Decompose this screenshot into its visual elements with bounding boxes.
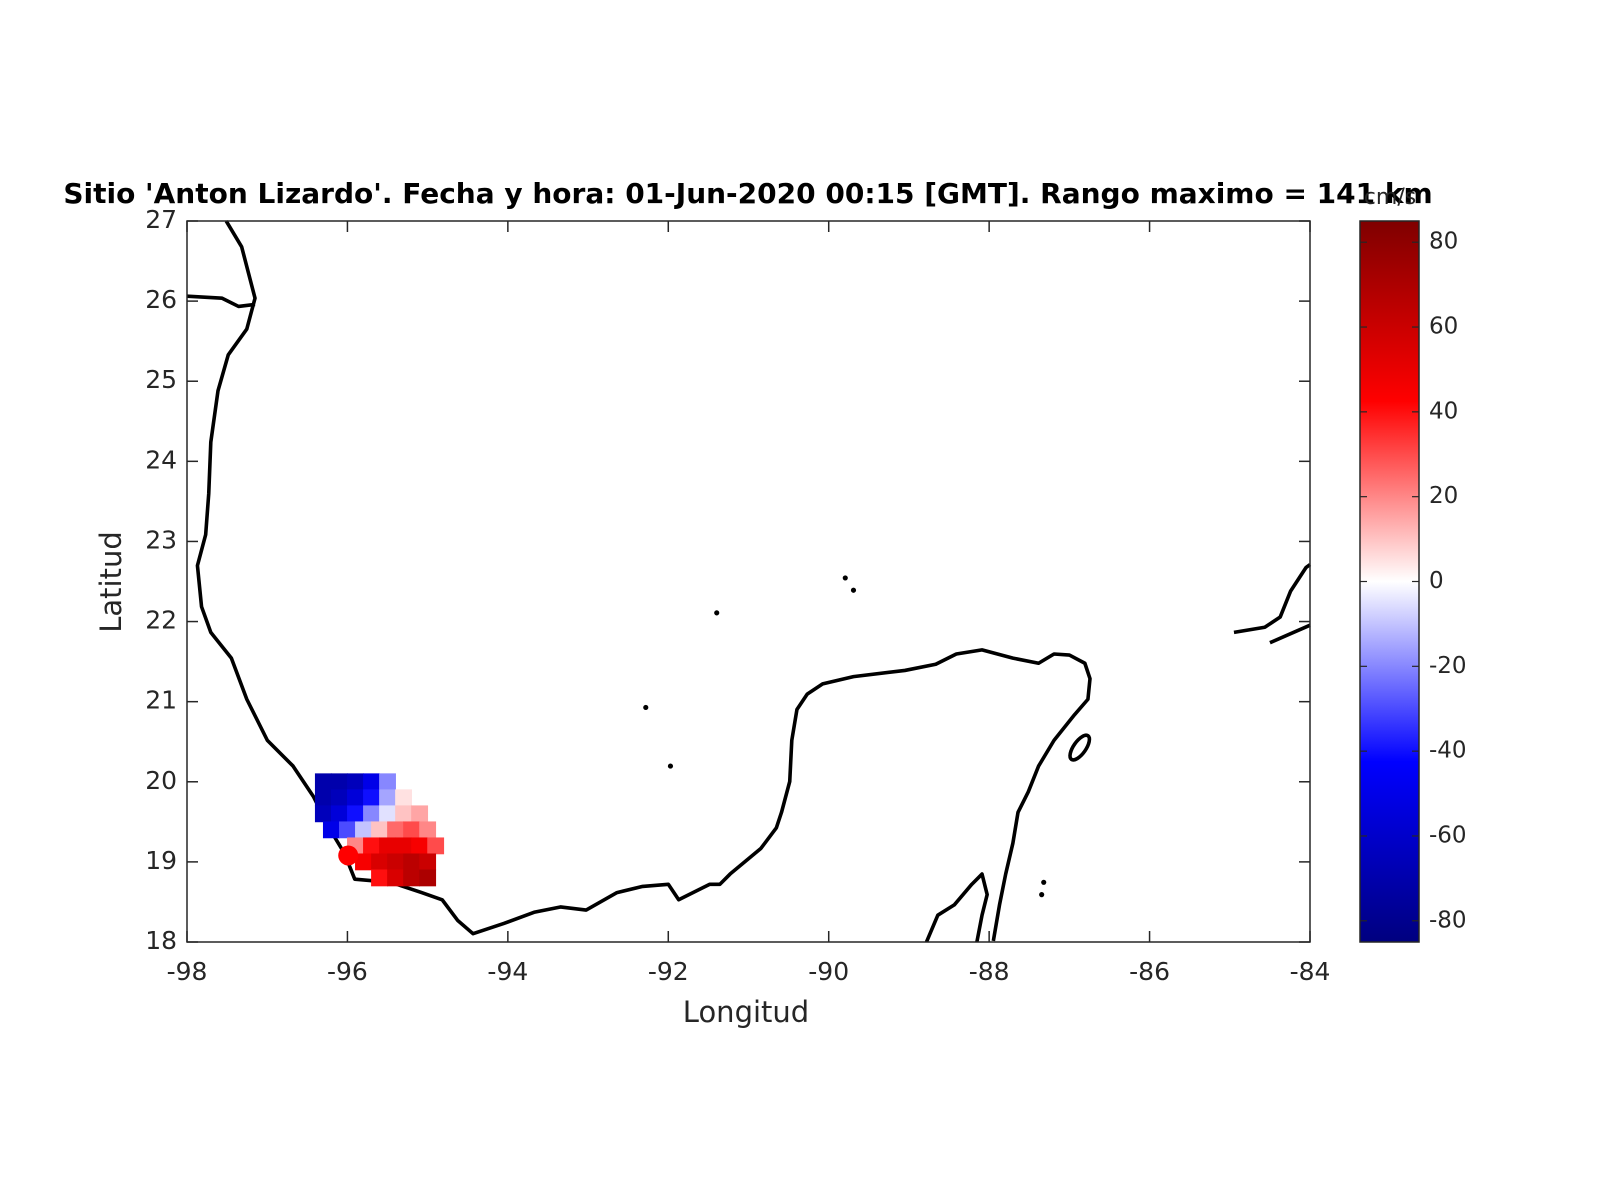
velocity-cell: [427, 837, 445, 855]
velocity-cell: [355, 853, 372, 871]
coast-cuba: [1233, 563, 1312, 645]
velocity-cell: [411, 837, 429, 855]
plot-frame: [186, 220, 1311, 943]
velocity-cell: [395, 837, 413, 855]
y-tick-label: 21: [145, 686, 177, 715]
x-tick-label: -88: [969, 957, 1010, 986]
velocity-cell: [355, 821, 372, 839]
velocity-cell: [403, 821, 421, 839]
velocity-cell: [419, 869, 437, 887]
colorbar-tick-label: -60: [1429, 822, 1467, 848]
x-tick-label: -94: [487, 957, 528, 986]
y-tick-label: 19: [145, 846, 177, 875]
velocity-cell: [363, 789, 380, 807]
y-tick-label: 18: [145, 926, 177, 955]
colorbar-tick-label: -80: [1429, 907, 1467, 933]
colorbar-tick-label: 40: [1429, 398, 1458, 424]
velocity-cell: [314, 805, 332, 823]
velocity-cell: [363, 773, 380, 791]
x-tick-label: -84: [1290, 957, 1331, 986]
colorbar-tick-label: 20: [1429, 483, 1458, 509]
x-tick-label: -98: [167, 957, 208, 986]
velocity-cell: [371, 853, 388, 871]
x-tick-label: -86: [1129, 957, 1170, 986]
velocity-cell: [347, 773, 364, 791]
x-tick-label: -90: [808, 957, 849, 986]
velocity-cell: [371, 821, 388, 839]
x-tick-label: -96: [327, 957, 368, 986]
y-axis-label: Latitud: [94, 531, 128, 633]
velocity-cell: [387, 821, 404, 839]
velocity-cell: [379, 805, 396, 823]
velocity-cell: [314, 773, 332, 791]
colorbar-tick-label: 60: [1429, 314, 1458, 340]
velocity-cell: [347, 805, 364, 823]
island: [1068, 733, 1092, 762]
velocity-cell: [363, 805, 380, 823]
velocity-cell: [339, 821, 356, 839]
y-tick-label: 26: [145, 285, 177, 314]
y-tick-label: 27: [145, 205, 177, 234]
coast-texas: [187, 294, 256, 309]
x-axis-label: Longitud: [683, 995, 809, 1029]
coast-mainland: [195, 220, 1092, 942]
velocity-cell: [379, 773, 396, 791]
velocity-cell: [379, 837, 396, 855]
islets: [643, 575, 1047, 898]
velocity-cell: [403, 869, 421, 887]
velocity-cell: [387, 853, 404, 871]
colorbar-tick-label: 80: [1429, 229, 1458, 255]
colorbar-tick-label: -20: [1429, 653, 1467, 679]
velocity-cell: [330, 789, 348, 807]
velocity-cell: [363, 837, 380, 855]
chart-title: Sitio 'Anton Lizardo'. Fecha y hora: 01-…: [63, 177, 1432, 210]
velocity-cell: [395, 789, 413, 807]
velocity-cell: [411, 805, 429, 823]
x-tick-label: -92: [648, 957, 689, 986]
velocity-cell: [322, 821, 340, 839]
velocity-cell: [347, 789, 364, 807]
colorbar-tick-label: -40: [1429, 738, 1467, 764]
velocity-cell: [387, 869, 404, 887]
velocity-cell: [419, 853, 437, 871]
y-tick-label: 22: [145, 606, 177, 635]
coast-bay: [924, 872, 989, 943]
coastline: [187, 220, 1312, 943]
y-tick-label: 24: [145, 445, 177, 474]
velocity-cell: [330, 773, 348, 791]
y-tick-label: 20: [145, 766, 177, 795]
colorbar: [1359, 220, 1420, 943]
y-tick-label: 23: [145, 525, 177, 554]
velocity-cell: [403, 853, 421, 871]
velocity-cell: [395, 805, 413, 823]
velocity-cell: [314, 789, 332, 807]
velocity-cell: [371, 869, 388, 887]
velocity-cell: [419, 821, 437, 839]
colorbar-label: cm/s: [1364, 185, 1416, 210]
velocity-cell: [330, 805, 348, 823]
y-tick-label: 25: [145, 365, 177, 394]
site-marker: [338, 845, 359, 866]
colorbar-tick-label: 0: [1429, 568, 1444, 594]
velocity-cell: [379, 789, 396, 807]
